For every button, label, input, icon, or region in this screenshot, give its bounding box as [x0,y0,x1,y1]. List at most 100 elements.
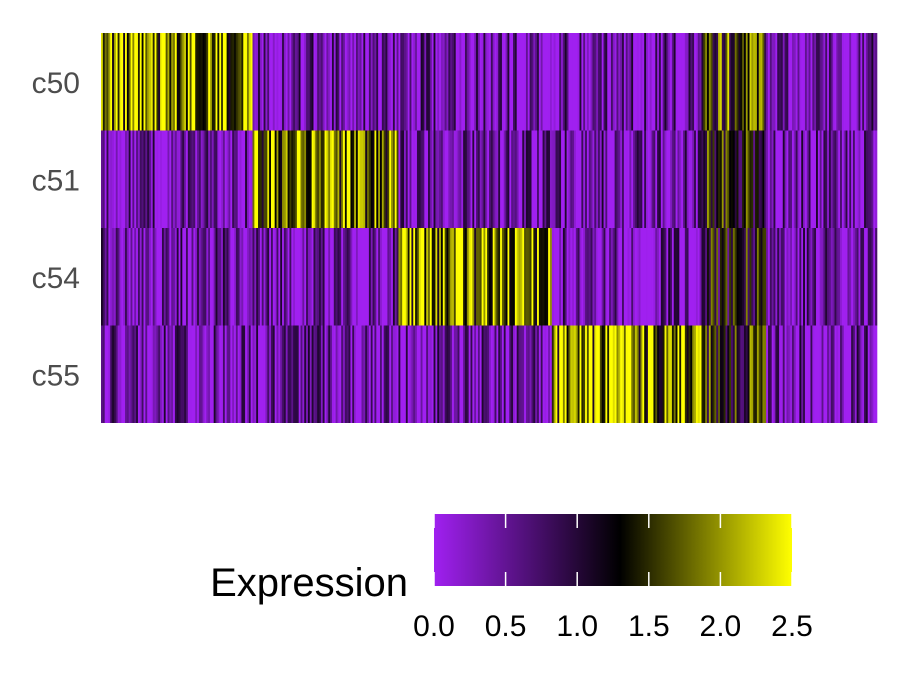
heatmap-cell [126,325,130,423]
heatmap-cell [738,130,741,228]
heatmap-cell [498,228,501,326]
heatmap-cell [633,228,636,326]
heatmap-cell [405,325,409,423]
heatmap-cell [243,33,246,131]
heatmap-cell [422,130,425,228]
heatmap-cell [518,228,521,326]
heatmap-cell [174,325,178,423]
heatmap-cell [104,130,107,228]
heatmap-cell [581,325,584,423]
heatmap-cell [464,228,468,326]
heatmap-cell [394,228,397,326]
heatmap-cell [509,325,512,423]
heatmap-cell [673,325,676,423]
heatmap-cell [492,33,495,131]
heatmap-cell [780,228,784,326]
heatmap-cell [354,325,357,423]
heatmap-cell [134,130,137,228]
heatmap-cell [828,325,832,423]
heatmap-cell [836,325,839,423]
heatmap-cell [418,130,421,228]
heatmap-cell [760,130,763,228]
heatmap-cell [836,33,839,131]
heatmap-cell [775,130,778,228]
heatmap-cell [816,325,819,423]
heatmap-cell [442,33,445,131]
heatmap-cell [137,130,141,228]
heatmap-cell [110,325,113,423]
heatmap-cell [343,325,346,423]
heatmap-cell [287,228,290,326]
heatmap-cell [808,325,811,423]
heatmap-cell [795,130,798,228]
heatmap-cell [751,325,754,423]
heatmap-cell [163,33,166,131]
heatmap-cell [788,130,791,228]
heatmap-cell [832,325,835,423]
heatmap-cell [470,228,473,326]
heatmap-cell [246,33,250,131]
heatmap-cell [470,325,473,423]
heatmap-cell [762,33,765,131]
heatmap-cell [141,325,144,423]
heatmap-cell [416,325,420,423]
heatmap-cell [609,130,612,228]
heatmap-cell [115,130,118,228]
heatmap-cell [149,228,152,326]
heatmap-cell [845,228,848,326]
heatmap-cell [738,228,741,326]
heatmap-cell [694,33,697,131]
heatmap-cell [520,325,523,423]
heatmap-cell [747,228,750,326]
heatmap-cell [265,325,268,423]
heatmap-cell [657,33,660,131]
heatmap-cell [477,130,481,228]
heatmap-cell [112,33,115,131]
heatmap-cell [250,130,253,228]
heatmap-cell [760,325,763,423]
heatmap-cell [213,33,216,131]
heatmap-cell [832,130,835,228]
heatmap-cell [429,130,433,228]
heatmap-cell [651,130,654,228]
heatmap-cell [193,130,196,228]
heatmap-cell [208,325,211,423]
heatmap-cell [352,130,355,228]
heatmap-cell [376,228,379,326]
heatmap-cell [228,130,231,228]
heatmap-cell [317,228,320,326]
heatmap-cell [522,228,525,326]
heatmap-cell [453,130,457,228]
heatmap-cell [178,228,181,326]
heatmap-cell [734,228,737,326]
heatmap-cell [487,325,490,423]
heatmap-cell [596,228,599,326]
heatmap-cell [664,325,667,423]
heatmap-cell [679,33,682,131]
heatmap-cell [413,325,416,423]
heatmap-cell [344,325,348,423]
heatmap-cell [392,33,396,131]
heatmap-cell [873,228,876,326]
heatmap-cell [673,33,676,131]
heatmap-cell [435,325,438,423]
heatmap-cell [838,33,841,131]
heatmap-cell [634,325,638,423]
heatmap-cell [387,130,390,228]
heatmap-cell [394,325,397,423]
heatmap-cell [823,33,826,131]
heatmap-cell [670,130,673,228]
heatmap-cell [694,325,697,423]
heatmap-cell [535,33,538,131]
heatmap-cell [398,325,401,423]
heatmap-cell [614,325,617,423]
heatmap-cell [775,228,778,326]
heatmap-cell [485,33,488,131]
heatmap-cell [640,325,643,423]
heatmap-cell [468,325,471,423]
heatmap-cell [481,325,484,423]
heatmap-cell [287,33,290,131]
heatmap-cell [241,228,244,326]
heatmap-cell [694,228,697,326]
heatmap-cell [346,33,349,131]
